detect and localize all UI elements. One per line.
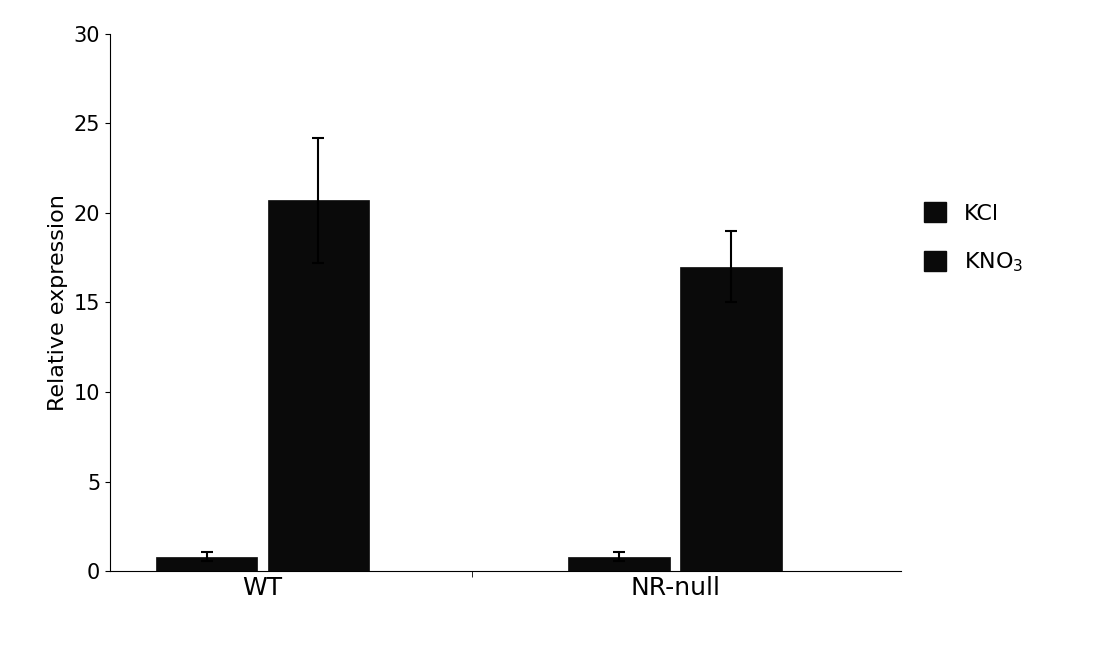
Bar bbox=[680, 267, 781, 571]
Bar bbox=[568, 557, 670, 571]
Legend: KCl, KNO$_3$: KCl, KNO$_3$ bbox=[915, 193, 1032, 283]
Bar bbox=[156, 557, 257, 571]
Bar bbox=[267, 200, 369, 571]
Y-axis label: Relative expression: Relative expression bbox=[48, 194, 68, 411]
